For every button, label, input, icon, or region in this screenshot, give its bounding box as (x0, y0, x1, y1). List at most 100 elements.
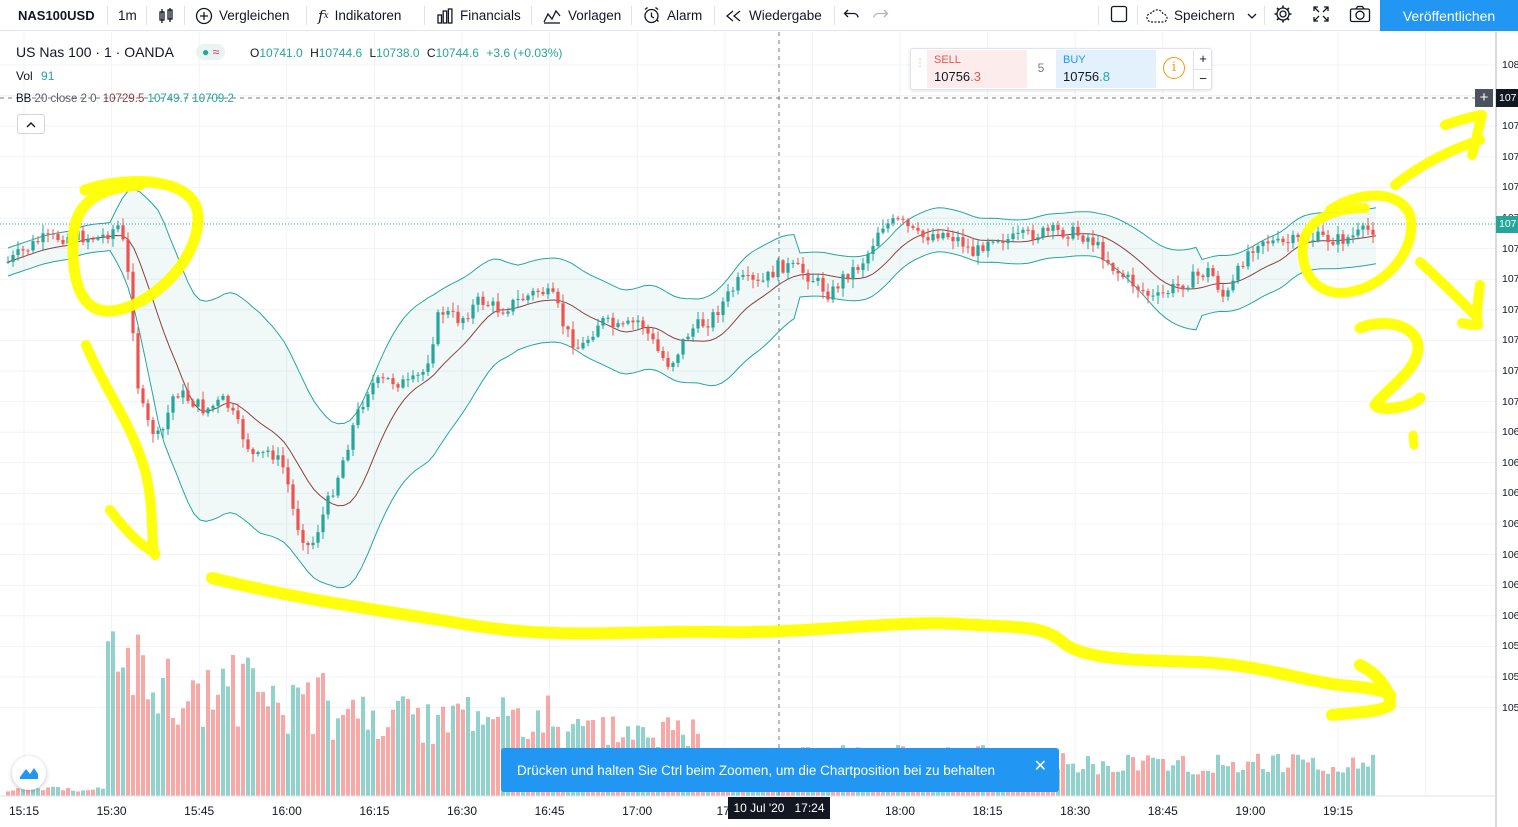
undo-button[interactable] (843, 0, 861, 31)
collapse-legend-button[interactable] (17, 114, 45, 134)
candle-body (991, 241, 995, 243)
volume-bar (1331, 767, 1335, 796)
templates-button[interactable]: Vorlagen (542, 0, 621, 31)
redo-button[interactable] (871, 0, 889, 31)
drag-handle-icon[interactable]: ⋮⋮ (915, 58, 935, 69)
volume-bar (176, 724, 180, 796)
price-tick-label: 107 (1502, 242, 1518, 255)
volume-bar (1201, 770, 1205, 796)
volume-bar (1311, 757, 1315, 796)
candle-body (206, 408, 210, 414)
volume-legend[interactable]: Vol 91 (16, 69, 54, 83)
snapshot-button[interactable] (1349, 0, 1371, 31)
info-icon[interactable]: i (1163, 57, 1185, 79)
save-button[interactable]: Speichern (1146, 0, 1257, 31)
candle-body (436, 312, 440, 345)
buy-button[interactable]: BUY 10756.8 (1056, 50, 1156, 88)
candle-body (1246, 251, 1250, 267)
volume-bar (296, 687, 300, 796)
alert-button[interactable]: Alarm (642, 0, 702, 31)
candle-body (356, 409, 360, 426)
candle-body (6, 261, 10, 263)
candle-body (901, 218, 905, 220)
annotation-circle-left (67, 176, 204, 317)
volume-bar (411, 714, 415, 796)
market-status-badge[interactable]: ● ≈ (196, 44, 226, 60)
candle-body (1101, 241, 1105, 261)
bb-legend[interactable]: BB 20 close 2 0 10729.5 10749.7 10709.2 (16, 93, 234, 105)
candle-body (461, 318, 465, 324)
candle-body (426, 363, 430, 372)
volume-bar (1116, 771, 1120, 796)
volume-bar (246, 657, 250, 796)
publish-button[interactable]: Veröffentlichen (1380, 0, 1518, 31)
candle-body (191, 400, 195, 407)
candle-body (481, 296, 485, 305)
indicators-label: Indikatoren (334, 8, 402, 23)
candle-body (1086, 237, 1090, 242)
candle-body (846, 274, 850, 280)
volume-bar (466, 696, 470, 796)
candle-body (556, 291, 560, 304)
candle-body (911, 226, 915, 228)
volume-bar (361, 696, 365, 796)
volume-bar (1076, 772, 1080, 796)
candle-body (11, 254, 15, 262)
volume-bar (471, 730, 475, 796)
time-tick-label: 16:45 (534, 804, 565, 818)
compare-button[interactable]: Vergleichen (195, 0, 290, 31)
candle-body (1326, 234, 1330, 243)
candle-body (931, 234, 935, 241)
candle-body (886, 223, 890, 229)
replay-button[interactable]: Wiedergabe (725, 0, 822, 31)
candle-body (226, 395, 230, 408)
interval-button[interactable]: 1m (118, 0, 137, 31)
candle-body (1041, 227, 1045, 238)
symbol-legend[interactable]: US Nas 100 · 1 · OANDA (16, 44, 174, 60)
price-tick-label: 106 (1502, 609, 1518, 622)
close-icon[interactable]: ✕ (1033, 758, 1047, 775)
layout-button[interactable] (1110, 0, 1128, 31)
volume-bar (1346, 767, 1350, 796)
volume-bar (131, 695, 135, 796)
volume-bar (46, 787, 50, 796)
candle-body (866, 253, 870, 264)
decrease-quantity-button[interactable]: − (1193, 69, 1212, 89)
candle-body (251, 449, 255, 455)
alarm-clock-icon (642, 6, 661, 25)
candle-body (1016, 232, 1020, 234)
volume-bar (126, 647, 130, 796)
candle-body (986, 241, 990, 252)
candle-body (406, 379, 410, 381)
financials-button[interactable]: Financials (436, 0, 521, 31)
candle-body (1021, 229, 1025, 233)
fullscreen-button[interactable] (1312, 0, 1330, 31)
increase-quantity-button[interactable]: + (1193, 50, 1212, 69)
symbol-search[interactable]: NAS100USD (18, 0, 95, 31)
candle-body (286, 467, 290, 485)
tradingview-logo[interactable] (12, 756, 46, 790)
candle-body (1311, 240, 1315, 242)
candle-body (726, 291, 730, 302)
vol-value: 91 (41, 69, 55, 83)
settings-button[interactable] (1273, 0, 1293, 31)
chart-type-button[interactable] (157, 0, 181, 31)
indicators-button[interactable]: f x Indikatoren (318, 0, 401, 31)
crosshair-time: 17:24 (794, 801, 825, 815)
bb-upper-line (7, 188, 1377, 425)
volume-bar (221, 668, 225, 796)
open-value: 10741.0 (259, 46, 303, 60)
candle-body (541, 291, 545, 295)
add-horizontal-line-button[interactable]: + (1475, 89, 1493, 107)
volume-bar (1196, 774, 1200, 796)
volume-bar (311, 734, 315, 796)
candle-body (881, 228, 885, 233)
open-label: O (250, 46, 260, 60)
price-tick-label: 106 (1502, 548, 1518, 561)
rewind-icon (725, 9, 743, 23)
candle-body (496, 301, 500, 313)
sell-button[interactable]: SELL 10756.3 (927, 50, 1027, 88)
volume-bar (1221, 765, 1225, 796)
volume-bar (1361, 762, 1365, 796)
